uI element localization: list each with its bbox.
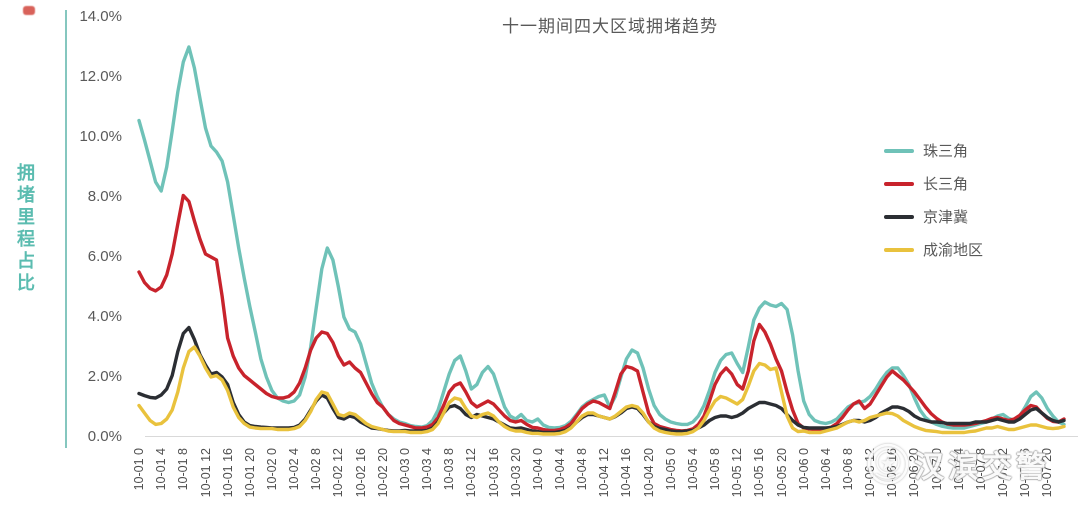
y-axis-line <box>65 10 67 448</box>
legend-label: 长三角 <box>923 176 969 193</box>
series-line-长三角 <box>137 193 1066 433</box>
y-axis-title: 拥堵里程占比 <box>15 163 35 295</box>
y-axis-tick-label: 8.0% <box>87 188 122 205</box>
legend-label: 京津冀 <box>923 209 969 226</box>
legend-line-swatch-red <box>884 181 914 186</box>
y-axis-tick-label: 10.0% <box>79 128 122 145</box>
chart-title: 十一期间四大区域拥堵趋势 <box>502 17 718 36</box>
legend-item-changsanjiao: 长三角 <box>884 167 983 200</box>
police-badge-icon <box>867 443 909 485</box>
y-axis-tick-label: 4.0% <box>87 308 122 325</box>
y-axis-tick-label: 0.0% <box>87 428 122 445</box>
watermark-text: 汉滨交警 <box>914 451 1050 484</box>
y-axis-tick-label: 6.0% <box>87 248 122 265</box>
legend-label: 珠三角 <box>923 143 969 160</box>
red-smudge-mark <box>23 6 35 15</box>
series-line-成渝地区 <box>137 345 1066 436</box>
zero-gridline <box>145 436 1078 437</box>
legend-item-zhusanjiao: 珠三角 <box>884 134 983 167</box>
watermark: 汉滨交警 <box>866 442 1050 486</box>
legend-line-swatch-yellow <box>884 247 914 252</box>
legend-line-swatch-black <box>884 214 914 219</box>
y-axis-tick-label: 2.0% <box>87 368 122 385</box>
y-axis-tick-label: 12.0% <box>79 68 122 85</box>
legend-label: 成渝地区 <box>923 242 984 259</box>
chart-legend: 珠三角 长三角 京津冀 成渝地区 <box>884 134 983 266</box>
legend-line-swatch-teal <box>884 148 914 153</box>
legend-item-jingjinji: 京津冀 <box>884 200 983 233</box>
y-axis-tick-label: 14.0% <box>79 8 122 25</box>
legend-item-chengyu: 成渝地区 <box>884 233 983 266</box>
